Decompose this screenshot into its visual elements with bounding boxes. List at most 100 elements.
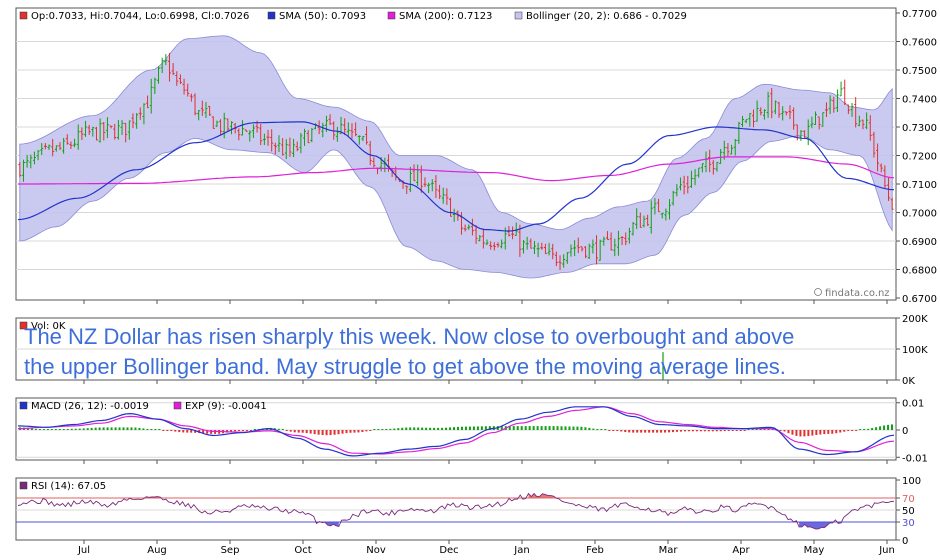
macd-y-ticks: 0.01 0 -0.01 <box>896 399 928 464</box>
macd-histogram-bar <box>54 429 57 430</box>
macd-histogram-bar <box>345 430 348 434</box>
macd-histogram-bar <box>397 428 400 430</box>
macd-histogram-bar <box>317 430 320 435</box>
macd-histogram-bar <box>50 429 53 430</box>
macd-histogram-bar <box>210 430 213 434</box>
macd-histogram-bar <box>691 430 694 432</box>
macd-histogram-bar <box>118 427 121 430</box>
macd-histogram-bar <box>779 430 782 431</box>
macd-histogram-bar <box>715 430 718 432</box>
macd-histogram-bar <box>178 430 181 433</box>
macd-histogram-bar <box>158 429 161 430</box>
macd-histogram-bar <box>369 430 372 431</box>
macd-histogram-bar <box>787 430 790 434</box>
macd-histogram-bar <box>341 430 344 434</box>
macd-line <box>17 406 895 457</box>
macd-histogram-bar <box>811 430 814 436</box>
macd-histogram-bar <box>82 428 85 430</box>
magenta-square-icon <box>173 401 182 410</box>
macd-histogram-bar <box>460 426 463 430</box>
macd-histogram-bar <box>660 430 663 433</box>
price-tick-label: 0.7300 <box>902 123 937 134</box>
rsi-line <box>17 492 895 530</box>
macd-histogram <box>18 424 894 437</box>
macd-histogram-bar <box>887 424 890 430</box>
macd-histogram-bar <box>106 427 109 430</box>
macd-histogram-bar <box>687 430 690 432</box>
macd-histogram-bar <box>234 430 237 432</box>
macd-histogram-bar <box>484 426 487 430</box>
macd-histogram-bar <box>46 429 49 430</box>
macd-tick-label: -0.01 <box>902 453 928 464</box>
price-tick-label: 0.7500 <box>902 66 937 77</box>
x-tick-label: May <box>804 545 825 556</box>
macd-histogram-bar <box>612 430 615 431</box>
macd-histogram-bar <box>413 427 416 430</box>
macd-histogram-bar <box>699 430 702 432</box>
macd-histogram-bar <box>652 430 655 433</box>
sma50-line <box>17 121 895 232</box>
macd-histogram-bar <box>743 430 746 431</box>
macd-histogram-bar <box>536 426 539 430</box>
macd-histogram-bar <box>253 429 256 430</box>
macd-histogram-bar <box>604 429 607 430</box>
macd-histogram-bar <box>532 426 535 430</box>
macd-histogram-bar <box>516 426 519 430</box>
macd-histogram-bar <box>815 430 818 436</box>
macd-histogram-bar <box>747 429 750 430</box>
macd-histogram-bar <box>672 430 675 433</box>
macd-histogram-bar <box>791 430 794 435</box>
macd-histogram-bar <box>508 426 511 430</box>
rsi-tick-label: 0 <box>902 536 908 547</box>
price-tick-label: 0.6900 <box>902 237 937 248</box>
macd-histogram-bar <box>719 430 722 432</box>
macd-histogram-bar <box>437 427 440 430</box>
macd-histogram-bar <box>883 425 886 430</box>
macd-histogram-bar <box>98 427 101 430</box>
macd-histogram-bar <box>30 428 33 430</box>
macd-histogram-bar <box>289 430 292 432</box>
x-tick-label: Mar <box>659 545 679 556</box>
macd-histogram-bar <box>476 426 479 430</box>
macd-histogram-bar <box>588 427 591 430</box>
macd-histogram-bar <box>237 430 240 431</box>
macd-histogram-bar <box>835 430 838 434</box>
macd-histogram-bar <box>429 427 432 430</box>
macd-histogram-bar <box>596 429 599 430</box>
macd-histogram-bar <box>202 430 205 434</box>
macd-histogram-bar <box>855 430 858 431</box>
macd-histogram-bar <box>445 427 448 430</box>
macd-histogram-bar <box>70 428 73 430</box>
macd-histogram-bar <box>540 426 543 430</box>
macd-histogram-bar <box>560 426 563 430</box>
macd-histogram-bar <box>138 427 141 430</box>
macd-histogram-bar <box>122 427 125 430</box>
macd-histogram-bar <box>783 430 786 432</box>
macd-histogram-bar <box>281 429 284 430</box>
macd-histogram-bar <box>42 429 45 430</box>
macd-histogram-bar <box>592 428 595 430</box>
x-tick-label: Aug <box>147 545 167 556</box>
macd-histogram-bar <box>632 430 635 433</box>
x-tick-label: Nov <box>366 545 386 556</box>
purple-square-icon <box>19 481 28 490</box>
macd-histogram-bar <box>628 430 631 433</box>
macd-histogram-bar <box>859 429 862 430</box>
rsi-legend: RSI (14): 67.05 <box>31 481 106 492</box>
macd-histogram-bar <box>86 428 89 430</box>
macd-histogram-bar <box>763 428 766 430</box>
macd-histogram-bar <box>879 426 882 430</box>
macd-histogram-bar <box>337 430 340 435</box>
macd-histogram-bar <box>126 427 129 430</box>
macd-histogram-bar <box>389 428 392 430</box>
macd-histogram-bar <box>767 428 770 430</box>
macd-histogram-bar <box>827 430 830 434</box>
volume-y-ticks: 200K 100K 0K <box>896 314 928 387</box>
macd-histogram-bar <box>142 428 145 430</box>
macd-histogram-bar <box>194 430 197 433</box>
price-candles <box>18 52 894 271</box>
volume-tick-label: 200K <box>902 314 928 325</box>
x-tick-label: Jul <box>77 545 90 556</box>
macd-histogram-bar <box>456 426 459 430</box>
